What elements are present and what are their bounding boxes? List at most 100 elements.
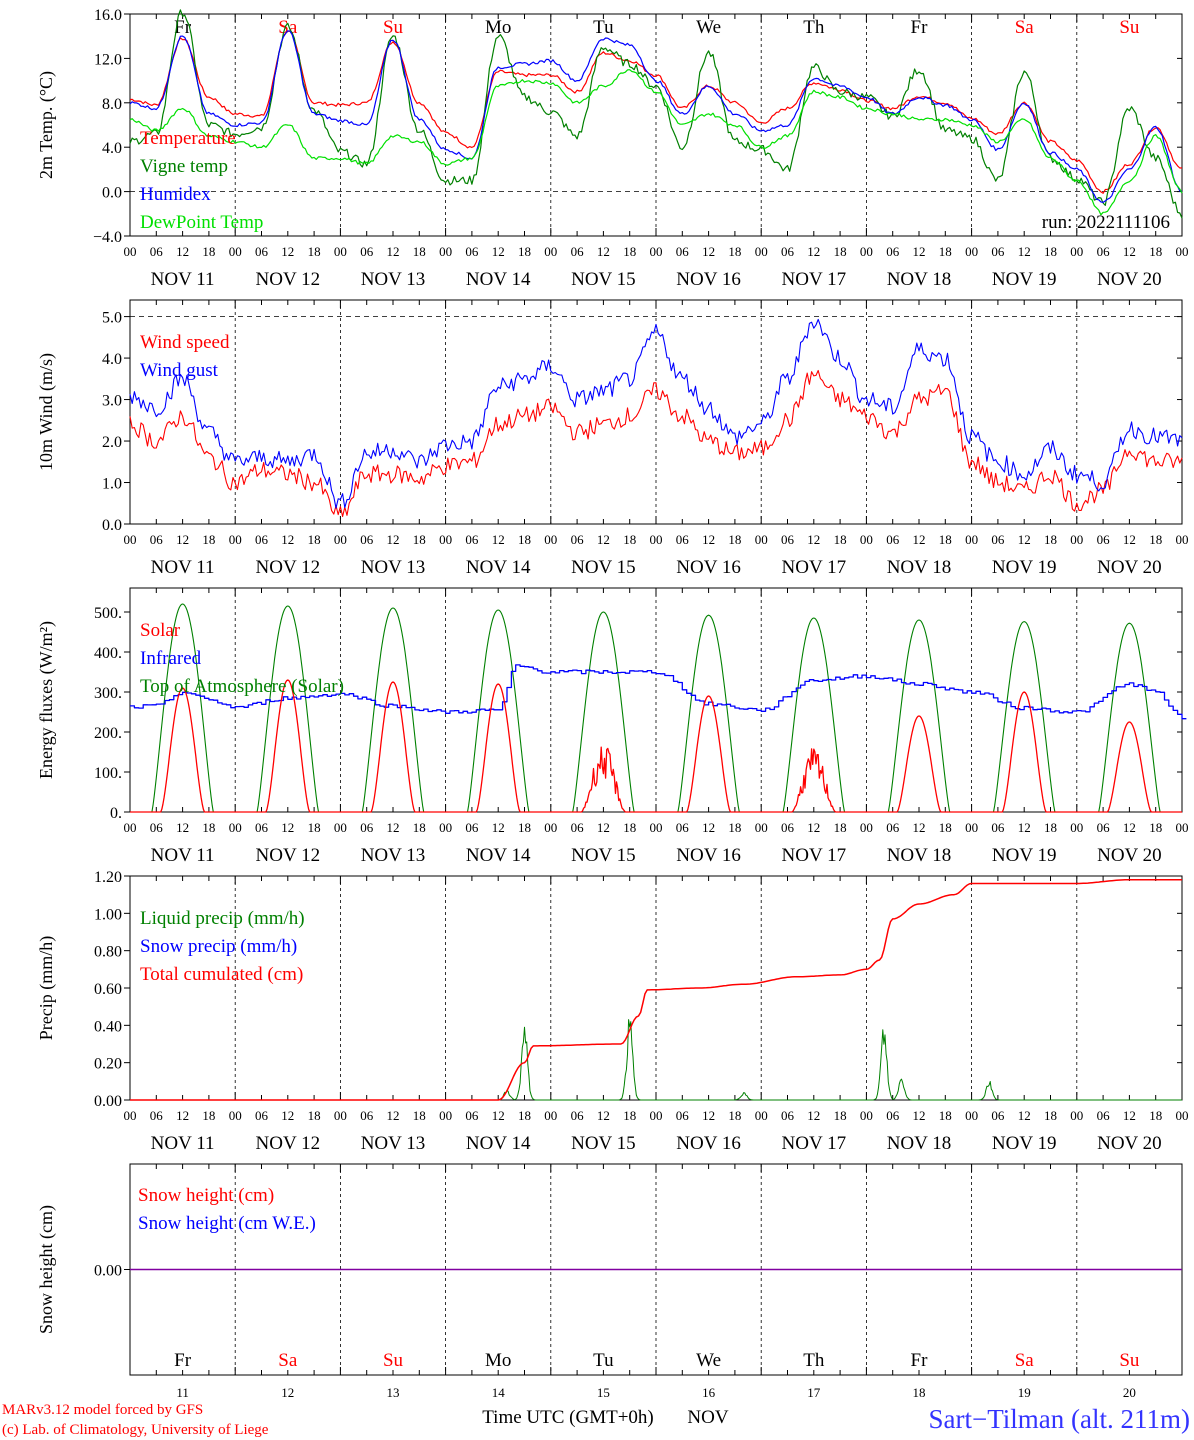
hour-tick-label: 12 [176,1108,189,1123]
hour-tick-label: 12 [281,244,294,259]
hour-tick-label: 12 [913,820,926,835]
day-number-label: 12 [281,1385,294,1400]
legend-label: DewPoint Temp [140,212,263,233]
hour-tick-label: 06 [360,532,374,547]
hour-tick-label: 06 [360,244,374,259]
y-tick-label: 0.60 [94,981,122,998]
hour-tick-label: 00 [439,1108,452,1123]
legend-label: Infrared [140,648,202,669]
hour-tick-label: 12 [492,244,505,259]
hour-tick-label: 18 [1149,532,1162,547]
hour-tick-label: 18 [308,1108,321,1123]
hour-tick-label: 18 [623,820,636,835]
y-tick-label: 16.0 [94,7,122,24]
hour-tick-label: 12 [1123,532,1136,547]
date-label: NOV 17 [782,845,847,866]
legend-label: Wind speed [140,332,230,353]
hour-tick-label: 12 [281,532,294,547]
date-label: NOV 11 [151,1133,215,1154]
date-label: NOV 13 [361,845,426,866]
date-label: NOV 20 [1097,557,1162,578]
hour-tick-label: 00 [544,244,557,259]
day-number-label: 13 [387,1385,400,1400]
hour-tick-label: 12 [176,820,189,835]
legend-label: Total cumulated (cm) [140,964,303,985]
date-label: NOV 20 [1097,1133,1162,1154]
hour-tick-label: 12 [387,532,400,547]
day-number-label: 17 [807,1385,821,1400]
hour-tick-label: 12 [1123,1108,1136,1123]
hour-tick-label: 06 [150,1108,164,1123]
y-tick-label: 1.20 [94,869,122,886]
date-label: NOV 17 [782,557,847,578]
weekday-label: Th [803,1350,825,1371]
weekday-label: Sa [1015,1350,1035,1371]
hour-tick-label: 18 [202,532,215,547]
date-label: NOV 14 [466,557,531,578]
hour-tick-label: 06 [571,1108,585,1123]
hour-tick-label: 18 [1044,244,1057,259]
hour-tick-label: 18 [518,244,531,259]
y-tick-label: 0. [110,805,122,822]
legend-label: Snow height (cm W.E.) [138,1213,316,1234]
temperature-series-line [129,9,1183,219]
hour-tick-label: 00 [965,532,978,547]
hour-tick-label: 18 [308,244,321,259]
hour-tick-label: 18 [1044,532,1057,547]
weekday-label: Sa [278,1350,298,1371]
weekday-label: Su [383,1350,404,1371]
hour-tick-label: 12 [1018,244,1031,259]
y-tick-label: 0.20 [94,1056,122,1073]
date-label: NOV 19 [992,269,1057,290]
hour-tick-label: 06 [571,820,585,835]
hour-tick-label: 00 [755,244,768,259]
weekday-label: Mo [485,17,511,38]
hour-tick-label: 12 [702,820,715,835]
y-tick-label: 1.0 [102,476,122,493]
hour-tick-label: 00 [334,820,347,835]
hour-tick-label: 18 [413,244,426,259]
day-number-label: 19 [1018,1385,1031,1400]
hour-tick-label: 18 [834,1108,847,1123]
hour-tick-label: 00 [124,820,137,835]
hour-tick-label: 00 [755,532,768,547]
hour-tick-label: 18 [939,244,952,259]
y-tick-label: 12.0 [94,51,122,68]
hour-tick-label: 06 [465,532,479,547]
credit-line: (c) Lab. of Climatology, University of L… [2,1422,269,1438]
hour-tick-label: 06 [571,532,585,547]
x-axis-label: Time UTC (GMT+0h) [482,1407,654,1428]
weekday-label: Fr [911,17,929,38]
y-tick-label: 300. [94,685,122,702]
hour-tick-label: 00 [1176,1108,1189,1123]
hour-tick-label: 18 [518,1108,531,1123]
hour-tick-label: 06 [991,532,1005,547]
hour-tick-label: 06 [255,244,269,259]
panel-frame [129,299,1183,525]
hour-tick-label: 00 [544,820,557,835]
hour-tick-label: 00 [439,244,452,259]
credit-line: MARv3.12 model forced by GFS [2,1402,203,1418]
hour-tick-label: 12 [913,532,926,547]
legend-label: Liquid precip (mm/h) [140,908,305,929]
hour-tick-label: 06 [360,820,374,835]
hour-tick-label: 18 [834,820,847,835]
legend-label: Wind gust [140,360,219,381]
temperature-series-line [129,30,1183,194]
hour-tick-label: 18 [518,532,531,547]
hour-tick-label: 00 [1070,1108,1083,1123]
date-label: NOV 20 [1097,269,1162,290]
hour-tick-label: 06 [676,244,690,259]
hour-tick-label: 18 [413,1108,426,1123]
hour-tick-label: 06 [360,1108,374,1123]
day-number-label: 14 [492,1385,506,1400]
hour-tick-label: 00 [439,820,452,835]
date-label: NOV 12 [256,269,321,290]
date-label: NOV 19 [992,845,1057,866]
hour-tick-label: 18 [1149,244,1162,259]
hour-tick-label: 18 [728,244,741,259]
y-tick-label: 0.00 [94,1263,122,1280]
hour-tick-label: 12 [702,244,715,259]
hour-tick-label: 06 [886,820,900,835]
hour-tick-label: 00 [755,1108,768,1123]
